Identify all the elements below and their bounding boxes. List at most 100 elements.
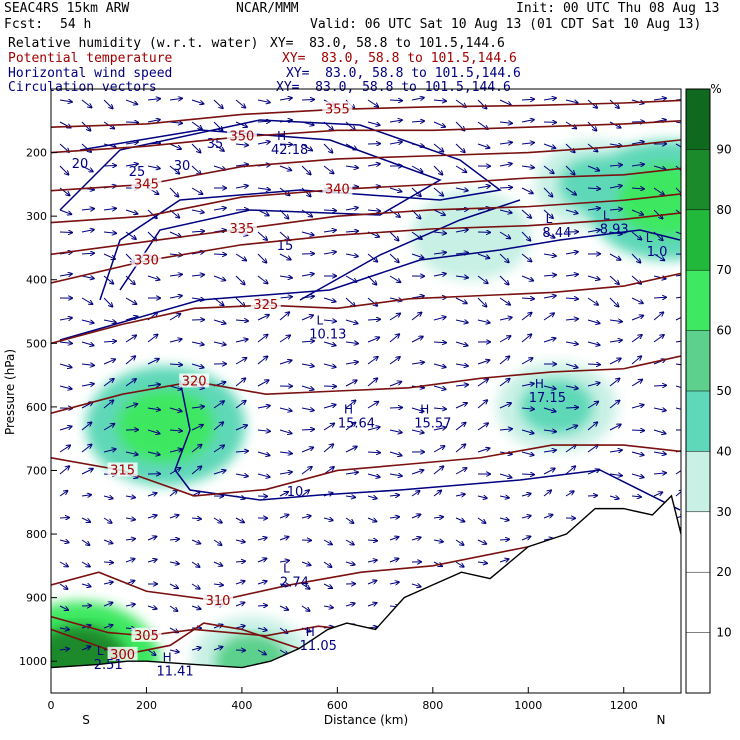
wind-vector [81,276,94,278]
colorbar-swatch [686,572,710,633]
wind-vector [565,445,576,453]
wind-vector [389,209,400,217]
wind-vector [389,537,398,540]
wind-vector [103,400,113,409]
wind-vector [499,539,509,540]
wind-vector [367,452,380,453]
wind-vector [653,429,665,434]
wind-vector [367,210,380,211]
wind-vector [521,494,531,496]
wind-vector [477,562,487,563]
wind-vector [235,320,248,321]
wind-vector [433,232,446,233]
extremum-type: H [306,625,315,639]
wind-vector [631,188,644,189]
wind-vector [609,186,622,188]
wind-vector [499,336,510,343]
wind-vector [389,231,398,240]
wind-vector [587,208,600,210]
wind-speed-contours: 10 15 20 25 30 35 [59,119,681,511]
wind-vector [125,99,137,104]
wind-vector [103,424,114,431]
wind-vector [499,297,510,305]
wind-contour-line [299,199,521,301]
wind-vector [235,603,244,607]
wind-vector [389,357,400,365]
wind-vector [587,319,600,323]
wind-vector [477,320,490,323]
wind-vector [279,253,291,260]
wind-vector [213,422,223,431]
wind-vector [191,121,202,129]
wind-vector [433,446,444,453]
wind-vector [543,430,556,432]
wind-vector [389,451,401,456]
wind-vector [257,581,267,584]
wind-vector [103,540,112,543]
wind-vector [543,407,555,411]
wind-vector [477,379,488,387]
wind-vector [477,253,489,258]
wind-vector [631,380,642,387]
wind-vector [323,583,332,588]
wind-vector [521,474,534,475]
wind-vector [389,314,400,321]
wind-vector [169,430,182,431]
wind-vector [81,99,91,107]
wind-vector [543,254,556,256]
wind-vector [367,540,377,541]
wind-vector [587,165,599,171]
wind-vector [565,386,578,388]
wind-vector [235,425,247,431]
wind-vector [81,165,93,171]
wind-vector [499,210,512,213]
wind-vector [367,560,377,562]
wind-vector [257,605,267,606]
wind-vector [279,429,291,433]
wind-vector [587,422,597,431]
wind-vector [367,473,380,477]
wind-vector [301,209,312,217]
extremum-value: 8.93 [600,223,629,238]
wind-vector [411,253,423,258]
wind-vector [675,316,681,321]
wind-vector [81,422,91,431]
wind-vector [653,492,662,497]
wind-vector [103,562,113,563]
wind-vector [477,400,487,409]
wind-vector [587,230,600,232]
wind-vector [147,120,160,122]
wind-vector [59,143,69,152]
wind-vector [81,517,90,522]
theta-label-bg [107,462,138,477]
y-tick-label: 600 [26,401,47,414]
wind-vector [191,518,201,519]
wind-vector [411,514,420,519]
wind-vector [455,364,468,366]
wind-vector [631,356,641,365]
wind-vector [59,628,69,630]
wind-vector [521,120,534,122]
wind-vector [235,626,245,628]
x-axis-label: Distance (km) [324,713,408,727]
wind-vector [81,646,90,651]
wind-vector [301,429,314,430]
x-tick-label: 200 [136,699,157,712]
wind-vector [499,356,509,365]
wind-vector [169,385,182,389]
wind-vector [345,472,358,474]
wind-vector [323,405,336,409]
field-xy-rh: XY= 83.0, 58.8 to 101.5,144.6 [270,36,505,51]
wind-vector [257,335,267,343]
wind-vector [521,429,534,433]
colorbar-swatch [686,209,710,271]
wind-vector [521,384,534,386]
wind-vector [521,166,534,168]
wind-vector [565,426,577,431]
wind-vector [125,142,138,144]
theta-contour-label: 350 [229,130,254,145]
wind-vector [81,297,92,304]
wind-vector [257,275,267,283]
wind-vector [367,164,380,166]
